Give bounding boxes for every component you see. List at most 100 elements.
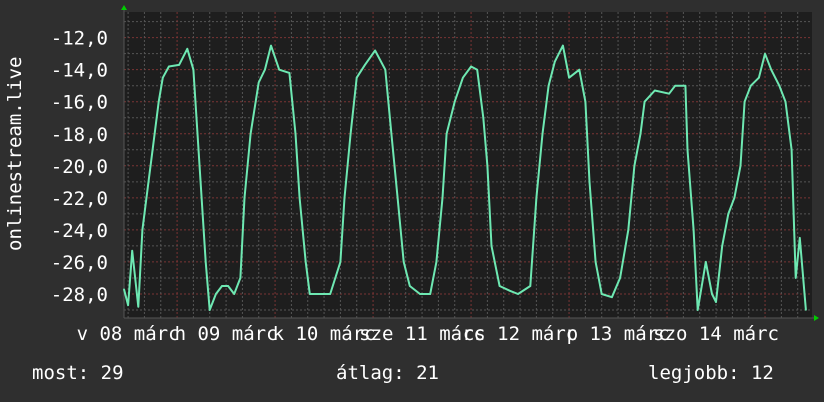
- data-point: [547, 84, 550, 87]
- data-point: [541, 132, 544, 135]
- data-point: [186, 48, 189, 50]
- data-point: [509, 289, 511, 292]
- y-tick-label: -18,0: [51, 124, 108, 146]
- data-point: [727, 213, 730, 215]
- data-point: [470, 65, 472, 68]
- x-axis-arrow-icon: [814, 315, 819, 321]
- data-point: [476, 68, 478, 71]
- data-point: [215, 293, 217, 295]
- data-point: [355, 76, 358, 79]
- data-point: [204, 261, 207, 263]
- data-point: [364, 64, 366, 66]
- data-point: [264, 68, 266, 71]
- y-tick-label: -28,0: [51, 284, 108, 306]
- y-axis-arrow-icon: [121, 5, 127, 10]
- data-point: [684, 84, 687, 87]
- data-point: [562, 44, 564, 47]
- x-tick-label: sze 11 márc: [359, 323, 485, 345]
- y-tick-label: -14,0: [51, 60, 108, 82]
- data-point: [453, 100, 456, 103]
- data-point: [633, 165, 636, 167]
- data-point: [553, 60, 556, 63]
- data-point: [319, 293, 321, 295]
- data-point: [445, 132, 448, 135]
- data-point: [192, 68, 195, 71]
- y-tick-label: -26,0: [51, 252, 108, 274]
- data-point: [790, 148, 793, 151]
- data-point: [739, 165, 742, 167]
- data-point: [686, 148, 689, 151]
- x-tick-label: k 10 márc: [273, 323, 376, 345]
- data-point: [643, 100, 646, 103]
- y-tick-label: -16,0: [51, 92, 108, 114]
- data-point: [429, 293, 432, 295]
- data-point: [249, 132, 252, 135]
- data-point: [298, 197, 301, 199]
- data-point: [584, 100, 587, 103]
- data-point: [674, 84, 677, 87]
- y-axis-label: onlinestream.live: [4, 56, 26, 251]
- data-point: [529, 285, 532, 287]
- data-point: [490, 245, 493, 247]
- data-point: [619, 277, 621, 279]
- data-point: [233, 293, 236, 295]
- data-point: [517, 293, 519, 295]
- y-tick-label: -22,0: [51, 188, 108, 210]
- data-point: [435, 261, 438, 263]
- y-tick-label: -12,0: [51, 28, 108, 50]
- data-point: [243, 197, 246, 199]
- data-point: [764, 52, 766, 55]
- series-line: [123, 44, 807, 311]
- data-point: [147, 181, 150, 183]
- data-point: [600, 293, 603, 295]
- data-point: [758, 76, 760, 79]
- data-point: [396, 197, 399, 199]
- data-point: [157, 100, 160, 103]
- data-point: [594, 261, 597, 263]
- data-point: [257, 81, 260, 84]
- data-point: [794, 277, 797, 279]
- data-point: [715, 301, 717, 303]
- data-point: [696, 309, 699, 311]
- data-point: [239, 277, 242, 279]
- y-tick-label: -20,0: [51, 156, 108, 178]
- data-point: [692, 229, 695, 231]
- data-point: [127, 304, 129, 306]
- data-point: [778, 84, 781, 87]
- data-point: [137, 305, 140, 308]
- data-point: [743, 100, 746, 103]
- data-point: [705, 261, 707, 263]
- data-point: [141, 229, 144, 231]
- data-point: [639, 132, 642, 135]
- data-point: [805, 309, 807, 311]
- data-point: [668, 92, 670, 95]
- data-point: [339, 261, 342, 263]
- data-point: [178, 64, 180, 66]
- data-point: [208, 309, 211, 311]
- data-point: [711, 293, 713, 295]
- data-point: [196, 132, 199, 135]
- data-point: [721, 245, 723, 247]
- data-point: [402, 261, 405, 263]
- data-point: [278, 68, 280, 71]
- data-point: [304, 261, 307, 263]
- plot-area: [124, 12, 812, 318]
- data-point: [123, 288, 125, 290]
- data-point: [611, 296, 613, 298]
- data-point: [384, 68, 387, 71]
- data-point: [343, 197, 346, 199]
- data-point: [498, 285, 501, 287]
- data-point: [749, 84, 752, 87]
- data-point: [329, 293, 331, 295]
- data-point: [390, 132, 393, 135]
- data-point: [462, 76, 464, 79]
- data-point: [627, 229, 630, 231]
- data-point: [578, 68, 581, 71]
- data-point: [288, 72, 291, 74]
- x-tick-label: cs 12 márc: [463, 323, 577, 345]
- data-point: [588, 181, 591, 183]
- data-point: [535, 197, 538, 199]
- data-point: [374, 49, 376, 52]
- data-point: [349, 132, 352, 135]
